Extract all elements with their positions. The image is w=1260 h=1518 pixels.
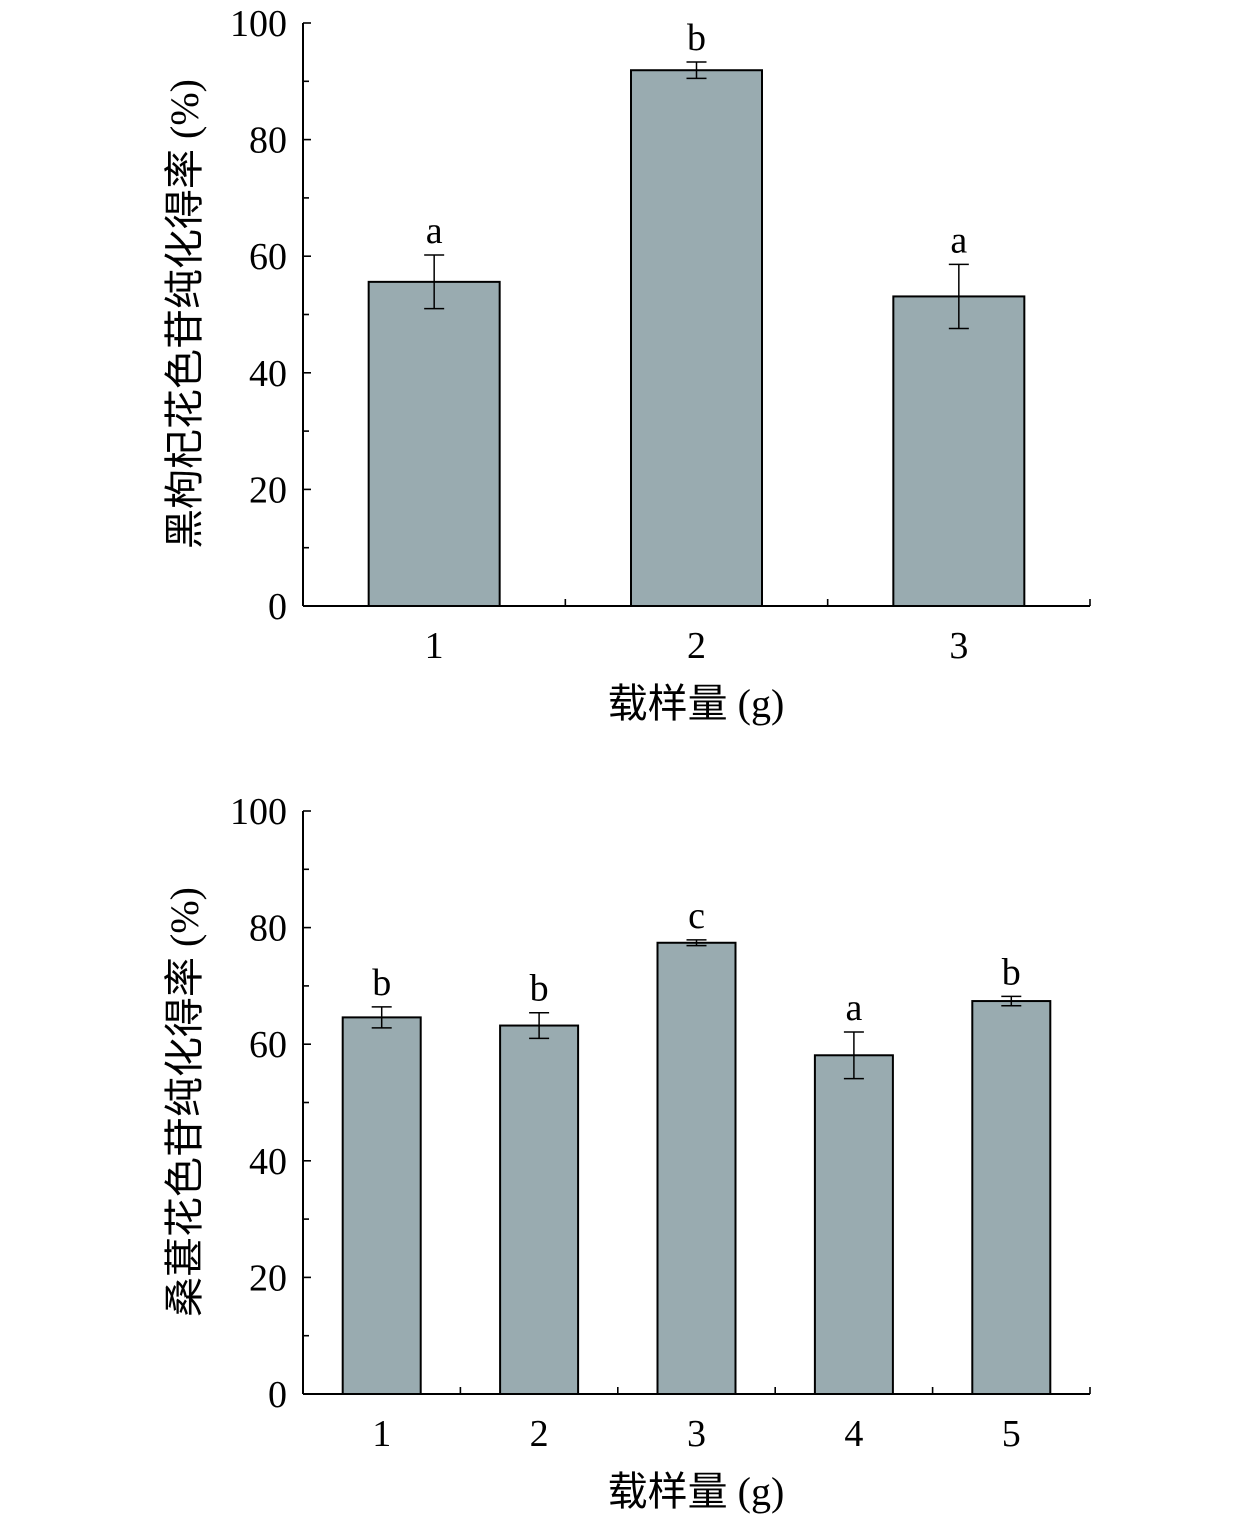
x-axis-ticks: 1 2 3 4 5 bbox=[372, 1382, 1091, 1455]
y-tick-label: 20 bbox=[249, 469, 287, 511]
chart-panel-2: 0 20 40 60 80 100 1 2 3 4 5 b b c a b 载样量 (g) 桑葚花色苷纯化… bbox=[162, 791, 1091, 1514]
x-tick-label: 3 bbox=[687, 1413, 706, 1455]
x-tick-label: 5 bbox=[1002, 1413, 1021, 1455]
bar bbox=[341, 1016, 422, 1396]
significance-letter: b bbox=[687, 17, 706, 59]
y-tick-label: 80 bbox=[249, 908, 287, 950]
bar bbox=[630, 69, 763, 607]
x-tick-label: 3 bbox=[949, 625, 968, 667]
y-tick-label: 100 bbox=[230, 791, 287, 833]
bar bbox=[813, 1054, 894, 1395]
bar bbox=[971, 1000, 1052, 1395]
significance-letter: c bbox=[688, 895, 705, 937]
y-tick-label: 100 bbox=[230, 3, 287, 45]
y-tick-label: 60 bbox=[249, 1024, 287, 1066]
significance-letter: b bbox=[1002, 951, 1021, 993]
x-axis-title: 载样量 (g) bbox=[608, 681, 785, 726]
y-tick-label: 20 bbox=[249, 1257, 287, 1299]
chart-panel-1: 0 20 40 60 80 100 1 2 3 a b a 载样量 (g) 黑枸杞花色苷纯化得率 … bbox=[162, 3, 1091, 726]
x-tick-label: 4 bbox=[844, 1413, 863, 1455]
y-tick-label: 0 bbox=[268, 586, 287, 628]
bar bbox=[656, 941, 737, 1395]
bars: b b c a b bbox=[341, 895, 1052, 1396]
y-axis-title: 桑葚花色苷纯化得率 (%) bbox=[162, 887, 207, 1317]
significance-letter: a bbox=[426, 210, 443, 252]
bar bbox=[499, 1024, 580, 1395]
y-axis-ticks: 0 20 40 60 80 100 bbox=[230, 791, 311, 1416]
y-axis-ticks: 0 20 40 60 80 100 bbox=[230, 3, 311, 628]
y-tick-label: 40 bbox=[249, 353, 287, 395]
bars: a b a bbox=[367, 17, 1026, 607]
x-axis-title: 载样量 (g) bbox=[608, 1469, 785, 1514]
significance-letter: b bbox=[530, 968, 549, 1010]
y-tick-label: 40 bbox=[249, 1141, 287, 1183]
y-axis-title: 黑枸杞花色苷纯化得率 (%) bbox=[162, 79, 207, 549]
y-tick-label: 60 bbox=[249, 236, 287, 278]
significance-letter: a bbox=[950, 219, 967, 261]
significance-letter: b bbox=[372, 962, 391, 1004]
bar bbox=[892, 295, 1026, 607]
y-tick-label: 80 bbox=[249, 120, 287, 162]
x-tick-label: 2 bbox=[530, 1413, 549, 1455]
significance-letter: a bbox=[845, 987, 862, 1029]
y-tick-label: 0 bbox=[268, 1374, 287, 1416]
x-tick-label: 1 bbox=[425, 625, 444, 667]
x-tick-label: 1 bbox=[372, 1413, 391, 1455]
bar bbox=[367, 280, 501, 607]
x-tick-label: 2 bbox=[687, 625, 706, 667]
